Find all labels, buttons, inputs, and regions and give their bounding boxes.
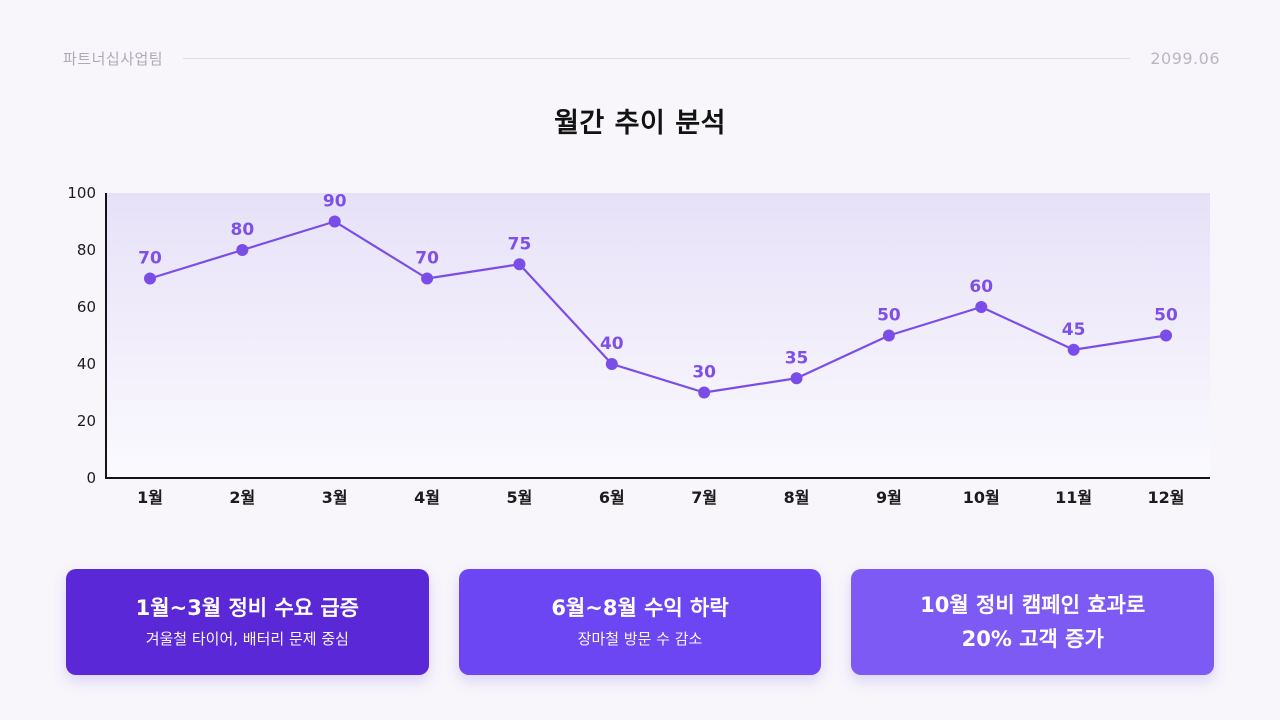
svg-text:2월: 2월 — [229, 488, 255, 507]
header-divider — [183, 58, 1131, 59]
svg-text:4월: 4월 — [414, 488, 440, 507]
insight-card-jan-mar: 1월~3월 정비 수요 급증 겨울철 타이어, 배터리 문제 중심 — [66, 569, 429, 675]
svg-text:5월: 5월 — [507, 488, 533, 507]
svg-text:8월: 8월 — [784, 488, 810, 507]
svg-text:70: 70 — [415, 249, 439, 269]
svg-text:11월: 11월 — [1055, 488, 1092, 507]
card-title-line2: 20% 고객 증가 — [961, 626, 1104, 651]
svg-text:50: 50 — [1154, 306, 1178, 326]
svg-text:10월: 10월 — [963, 488, 1000, 507]
card-subtitle: 겨울철 타이어, 배터리 문제 중심 — [145, 630, 349, 649]
svg-text:90: 90 — [323, 192, 347, 212]
svg-text:50: 50 — [877, 306, 901, 326]
svg-text:0: 0 — [86, 469, 96, 487]
insight-card-october: 10월 정비 캠페인 효과로 20% 고객 증가 — [851, 569, 1215, 675]
card-subtitle: 장마철 방문 수 감소 — [577, 630, 703, 649]
svg-text:6월: 6월 — [599, 488, 625, 507]
svg-text:9월: 9월 — [876, 488, 902, 507]
svg-text:80: 80 — [77, 241, 96, 259]
svg-text:35: 35 — [785, 348, 809, 368]
svg-text:45: 45 — [1062, 320, 1086, 340]
svg-text:60: 60 — [969, 277, 993, 297]
card-title: 6월~8월 수익 하락 — [551, 595, 729, 620]
svg-text:30: 30 — [692, 363, 716, 383]
team-label: 파트너십사업팀 — [63, 50, 164, 68]
svg-text:100: 100 — [67, 184, 96, 202]
svg-text:40: 40 — [600, 334, 624, 354]
svg-text:80: 80 — [231, 220, 255, 240]
insight-card-jun-aug: 6월~8월 수익 하락 장마철 방문 수 감소 — [458, 569, 822, 675]
card-title: 1월~3월 정비 수요 급증 — [135, 595, 359, 620]
svg-text:3월: 3월 — [322, 488, 348, 507]
svg-text:12월: 12월 — [1148, 488, 1185, 507]
page-title: 월간 추이 분석 — [554, 108, 726, 139]
card-title: 10월 정비 캠페인 효과로 — [920, 593, 1146, 618]
svg-text:70: 70 — [138, 249, 162, 269]
svg-text:60: 60 — [77, 298, 96, 316]
svg-text:20: 20 — [77, 412, 96, 430]
svg-text:7월: 7월 — [691, 488, 717, 507]
date-label: 2099.06 — [1150, 49, 1220, 68]
insight-cards: 1월~3월 정비 수요 급증 겨울철 타이어, 배터리 문제 중심 6월~8월 … — [66, 569, 1215, 675]
slide-header: 파트너십사업팀 2099.06 — [63, 48, 1220, 69]
svg-text:1월: 1월 — [137, 488, 163, 507]
svg-text:40: 40 — [77, 355, 96, 373]
svg-text:75: 75 — [508, 234, 532, 254]
